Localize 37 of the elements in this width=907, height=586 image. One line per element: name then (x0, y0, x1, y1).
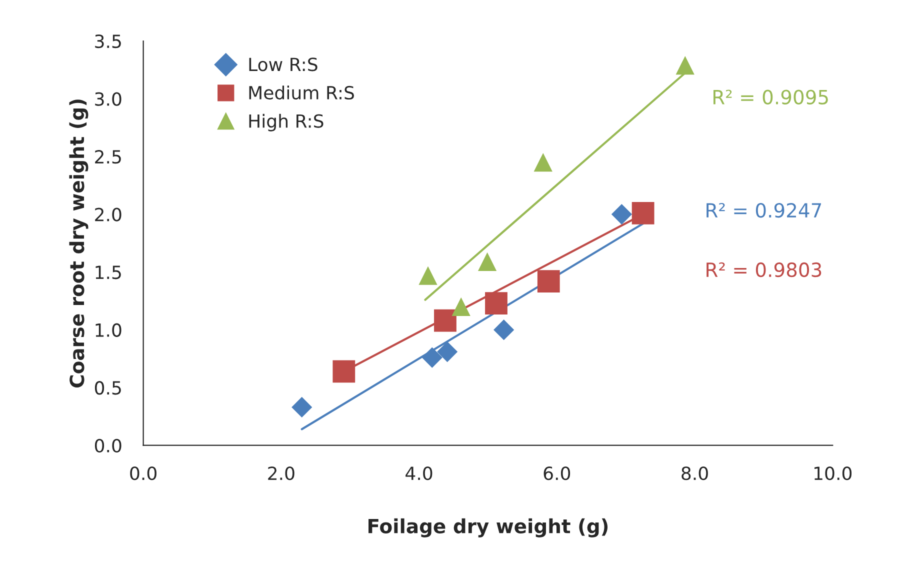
y-tick-label: 1.0 (96, 323, 122, 337)
point (292, 396, 312, 418)
x-tick-label: 4.0 (406, 466, 432, 480)
point (494, 320, 514, 340)
point (676, 56, 694, 75)
y-tick-label: 2.0 (95, 208, 122, 222)
legend-label: Medium R:S (249, 86, 354, 100)
point (534, 153, 552, 172)
y-tick-label: 0.5 (94, 381, 121, 395)
x-tick-label: 0.0 (130, 466, 156, 480)
y-tick-label: 3.5 (95, 34, 121, 48)
point (611, 204, 632, 225)
y-tick-label: 3.0 (95, 92, 122, 106)
point (537, 270, 560, 293)
y-tick-label: 2.5 (95, 150, 121, 164)
x-tick-label: 8.0 (682, 466, 708, 480)
point (632, 202, 654, 224)
legend-label: Low R:S (249, 58, 318, 72)
point (422, 347, 442, 368)
x-axis-title: Foilage dry weight (g) (368, 518, 608, 538)
y-tick-label: 0.0 (94, 438, 122, 452)
point (436, 341, 458, 362)
x-tick-label: 2.0 (268, 466, 294, 480)
annotation: R² = 0.9247 (706, 202, 822, 218)
point (478, 252, 497, 271)
y-axis-title: Coarse root dry weight (g) (69, 100, 88, 388)
point (485, 292, 508, 314)
point (452, 297, 470, 316)
legend-label: High R:S (249, 114, 324, 132)
y-tick-label: 1.5 (96, 266, 121, 280)
annotation: R² = 0.9095 (713, 90, 828, 104)
x-tick-label: 6.0 (544, 466, 570, 480)
x-tick-label: 10.0 (814, 466, 852, 480)
point (332, 360, 356, 383)
point (434, 309, 456, 332)
point (418, 266, 438, 285)
annotation: R² = 0.9803 (706, 262, 822, 278)
